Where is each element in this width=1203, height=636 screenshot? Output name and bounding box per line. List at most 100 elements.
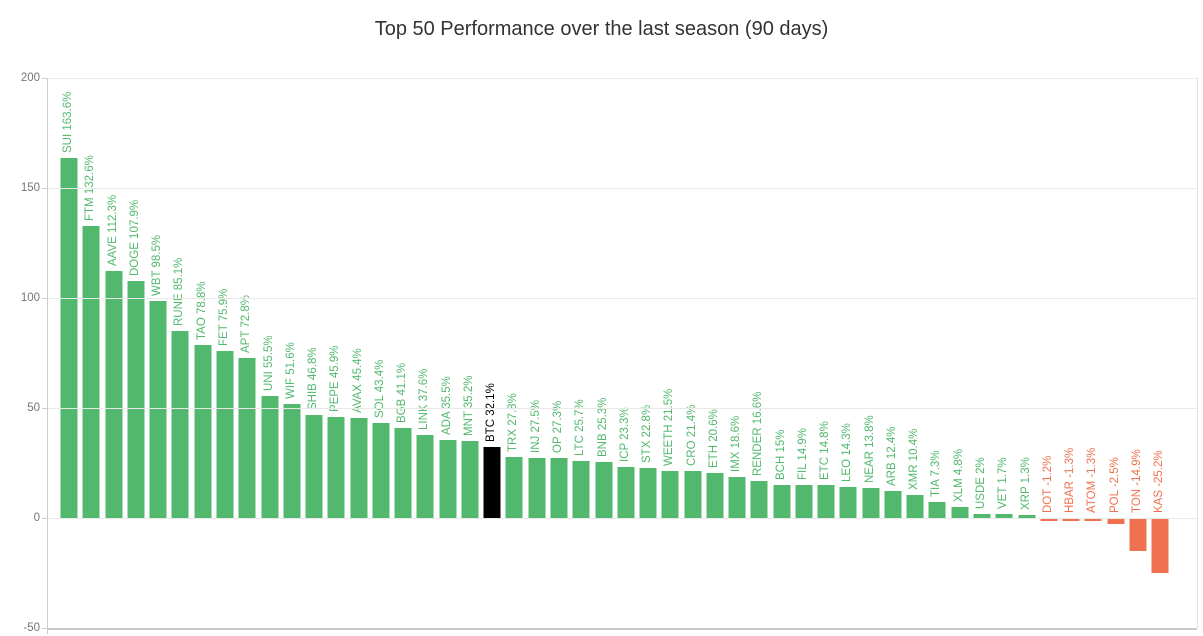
bar-pol xyxy=(1107,518,1125,524)
bar-slot-usde: USDE 2% xyxy=(971,78,993,628)
plot-right-border xyxy=(1197,78,1198,628)
bar-tia xyxy=(928,501,946,518)
bar-trx xyxy=(505,456,523,518)
bar-label-link: LINK 37.6% xyxy=(418,368,431,431)
bar-slot-xmr: XMR 10.4% xyxy=(904,78,926,628)
bar-label-hbar: HBAR -1.3% xyxy=(1064,447,1077,513)
bar-slot-mnt: MNT 35.2% xyxy=(459,78,481,628)
bar-dot xyxy=(1040,518,1058,521)
bar-mnt xyxy=(461,440,479,518)
bar-xmr xyxy=(906,495,924,518)
bar-slot-apt: APT 72.8% xyxy=(236,78,258,628)
bar-slot-arb: ARB 12.4% xyxy=(882,78,904,628)
bar-op xyxy=(550,457,568,518)
bar-slot-etc: ETC 14.8% xyxy=(815,78,837,628)
bar-label-wbt: WBT 98.5% xyxy=(151,235,164,297)
bar-slot-tao: TAO 78.8% xyxy=(192,78,214,628)
bar-ton xyxy=(1129,518,1147,551)
gridline xyxy=(48,518,1197,519)
bar-label-xrp: XRP 1.3% xyxy=(1019,457,1032,511)
bar-stx xyxy=(639,467,657,518)
bar-btc xyxy=(483,447,501,518)
y-axis-tick-label: 200 xyxy=(20,72,40,84)
bar-ada xyxy=(439,439,457,518)
bar-slot-atom: ATOM -1.3% xyxy=(1082,78,1104,628)
bar-slot-ada: ADA 35.5% xyxy=(437,78,459,628)
gridline xyxy=(48,78,1197,79)
bar-wbt xyxy=(149,301,167,518)
bar-avax xyxy=(350,418,368,518)
bar-slot-sui: SUI 163.6% xyxy=(58,78,80,628)
bar-slot-btc: BTC 32.1% xyxy=(481,78,503,628)
bar-slot-doge: DOGE 107.9% xyxy=(125,78,147,628)
bar-slot-ton: TON -14.9% xyxy=(1127,78,1149,628)
bar-near xyxy=(862,487,880,518)
bar-ftm xyxy=(82,226,100,518)
bar-label-wif: WIF 51.6% xyxy=(284,342,297,400)
bar-uni xyxy=(261,395,279,518)
bar-label-bnb: BNB 25.3% xyxy=(596,397,609,458)
bar-label-imx: IMX 18.6% xyxy=(730,415,743,473)
bar-label-arb: ARB 12.4% xyxy=(885,426,898,486)
bar-slot-link: LINK 37.6% xyxy=(414,78,436,628)
bar-slot-bch: BCH 15% xyxy=(771,78,793,628)
bar-label-fil: FIL 14.9% xyxy=(796,428,809,481)
bar-doge xyxy=(127,280,145,518)
bar-label-icp: ICP 23.3% xyxy=(618,406,631,462)
bar-label-render: RENDER 16.6% xyxy=(752,392,765,477)
bar-hbar xyxy=(1062,518,1080,521)
y-axis-line xyxy=(47,78,48,634)
bar-pepe xyxy=(327,417,345,518)
bar-slot-op: OP 27.3% xyxy=(548,78,570,628)
y-axis-tickmark xyxy=(42,628,48,629)
bar-slot-sol: SOL 43.4% xyxy=(370,78,392,628)
bar-slot-cro: CRO 21.4% xyxy=(681,78,703,628)
bar-label-pepe: PEPE 45.9% xyxy=(329,345,342,413)
bar-shib xyxy=(305,415,323,518)
bar-label-shib: SHIB 46.8% xyxy=(307,347,320,411)
bar-kas xyxy=(1151,518,1169,574)
bar-slot-tia: TIA 7.3% xyxy=(926,78,948,628)
bar-label-leo: LEO 14.3% xyxy=(841,422,854,482)
bar-label-vet: VET 1.7% xyxy=(997,457,1010,510)
bar-icp xyxy=(617,466,635,518)
bar-label-mnt: MNT 35.2% xyxy=(462,375,475,436)
bar-label-tia: TIA 7.3% xyxy=(930,450,943,497)
bar-bgb xyxy=(394,427,412,518)
bar-slot-bnb: BNB 25.3% xyxy=(592,78,614,628)
bar-slot-ftm: FTM 132.6% xyxy=(80,78,102,628)
bar-slot-hbar: HBAR -1.3% xyxy=(1060,78,1082,628)
bar-slot-near: NEAR 13.8% xyxy=(860,78,882,628)
bar-label-pol: POL -2.5% xyxy=(1108,457,1121,513)
chart-title: Top 50 Performance over the last season … xyxy=(374,18,829,40)
y-axis-tickmark xyxy=(42,298,48,299)
gridline xyxy=(48,298,1197,299)
bar-label-tao: TAO 78.8% xyxy=(195,281,208,340)
bar-tao xyxy=(194,344,212,518)
bar-inj xyxy=(528,457,546,518)
y-axis-tick-label: 100 xyxy=(20,292,40,304)
bar-label-atom: ATOM -1.3% xyxy=(1086,447,1099,513)
bar-vet xyxy=(995,514,1013,518)
bar-slot-uni: UNI 55.5% xyxy=(258,78,280,628)
bar-label-bch: BCH 15% xyxy=(774,429,787,481)
bar-slot-icp: ICP 23.3% xyxy=(615,78,637,628)
bar-slot-dot: DOT -1.2% xyxy=(1038,78,1060,628)
bar-slot-pepe: PEPE 45.9% xyxy=(325,78,347,628)
bar-label-eth: ETH 20.6% xyxy=(707,408,720,468)
bar-atom xyxy=(1084,518,1102,521)
bar-render xyxy=(750,481,768,518)
bar-label-rune: RUNE 85.1% xyxy=(173,257,186,326)
bar-label-near: NEAR 13.8% xyxy=(863,414,876,483)
gridline xyxy=(48,628,1197,630)
bar-label-xlm: XLM 4.8% xyxy=(952,449,965,503)
bar-slot-xlm: XLM 4.8% xyxy=(949,78,971,628)
bar-label-cro: CRO 21.4% xyxy=(685,404,698,466)
bar-fil xyxy=(795,485,813,518)
y-axis-tick-label: 150 xyxy=(20,182,40,194)
bar-label-trx: TRX 27.8% xyxy=(507,393,520,452)
y-axis-tickmark xyxy=(42,408,48,409)
bar-slot-aave: AAVE 112.3% xyxy=(103,78,125,628)
bar-label-dot: DOT -1.2% xyxy=(1041,455,1054,513)
y-axis-tickmark xyxy=(42,78,48,79)
